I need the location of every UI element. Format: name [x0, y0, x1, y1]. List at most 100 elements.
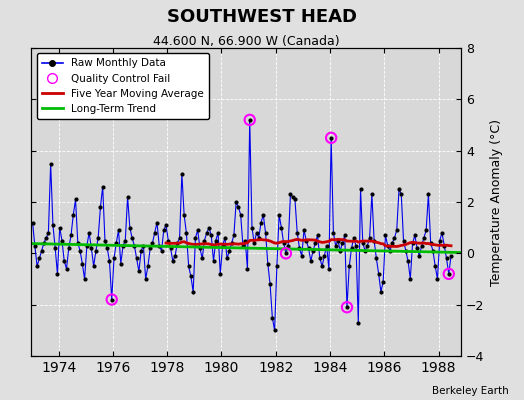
Point [121, 237, 129, 244]
Point [96, 204, 105, 210]
Point [282, 250, 290, 256]
Point [363, 242, 372, 249]
Point [234, 204, 243, 210]
Point [307, 258, 315, 264]
Point [221, 235, 229, 241]
Point [133, 255, 141, 262]
Point [130, 242, 138, 249]
Point [110, 255, 118, 262]
Point [200, 237, 209, 244]
Point [291, 196, 299, 203]
Point [180, 212, 188, 218]
Point [150, 230, 159, 236]
Point [418, 242, 426, 249]
Point [354, 320, 363, 326]
Point [293, 230, 301, 236]
Point [377, 289, 385, 295]
Point [191, 235, 200, 241]
Point [155, 242, 163, 249]
Point [128, 235, 136, 241]
Point [40, 240, 48, 246]
Point [424, 191, 433, 198]
Point [444, 271, 453, 277]
Point [103, 245, 112, 252]
Point [176, 235, 184, 241]
Point [415, 253, 423, 259]
Point [219, 242, 227, 249]
Point [350, 235, 358, 241]
Y-axis label: Temperature Anomaly (°C): Temperature Anomaly (°C) [490, 118, 503, 286]
Point [114, 227, 123, 234]
Point [427, 240, 435, 246]
Point [315, 255, 324, 262]
Point [284, 242, 292, 249]
Point [243, 266, 252, 272]
Point [58, 237, 66, 244]
Point [386, 248, 394, 254]
Point [336, 248, 344, 254]
Point [90, 263, 98, 269]
Point [444, 271, 453, 277]
Point [268, 314, 277, 321]
Point [227, 240, 236, 246]
Point [261, 230, 270, 236]
Point [62, 266, 71, 272]
Point [361, 248, 369, 254]
Point [236, 212, 245, 218]
Point [384, 242, 392, 249]
Point [37, 248, 46, 254]
Point [318, 263, 326, 269]
Point [277, 224, 286, 231]
Point [80, 276, 89, 282]
Point [438, 230, 446, 236]
Point [94, 235, 102, 241]
Point [101, 237, 109, 244]
Point [248, 224, 256, 231]
Point [33, 263, 41, 269]
Point [69, 212, 78, 218]
Point [107, 296, 116, 303]
Point [435, 237, 444, 244]
Point [298, 253, 306, 259]
Point [343, 304, 351, 310]
Point [397, 191, 406, 198]
Point [375, 271, 383, 277]
Point [232, 199, 241, 205]
Point [56, 224, 64, 231]
Point [193, 227, 202, 234]
Point [255, 235, 263, 241]
Point [286, 191, 294, 198]
Point [429, 248, 437, 254]
Point [105, 258, 114, 264]
Point [135, 268, 143, 274]
Point [370, 237, 378, 244]
Legend: Raw Monthly Data, Quality Control Fail, Five Year Moving Average, Long-Term Tren: Raw Monthly Data, Quality Control Fail, … [37, 53, 209, 119]
Point [341, 232, 349, 238]
Point [272, 263, 281, 269]
Point [327, 135, 335, 141]
Point [266, 281, 274, 287]
Point [123, 194, 132, 200]
Point [347, 245, 356, 252]
Point [182, 230, 191, 236]
Point [401, 248, 410, 254]
Point [107, 296, 116, 303]
Point [345, 263, 353, 269]
Point [300, 227, 308, 234]
Point [216, 271, 224, 277]
Point [49, 222, 57, 228]
Point [390, 235, 399, 241]
Point [413, 245, 421, 252]
Point [311, 240, 320, 246]
Point [322, 242, 331, 249]
Point [259, 212, 267, 218]
Point [296, 245, 304, 252]
Point [126, 224, 134, 231]
Point [187, 273, 195, 280]
Point [148, 240, 157, 246]
Point [196, 245, 204, 252]
Point [241, 237, 249, 244]
Point [153, 219, 161, 226]
Point [381, 232, 390, 238]
Point [67, 232, 75, 238]
